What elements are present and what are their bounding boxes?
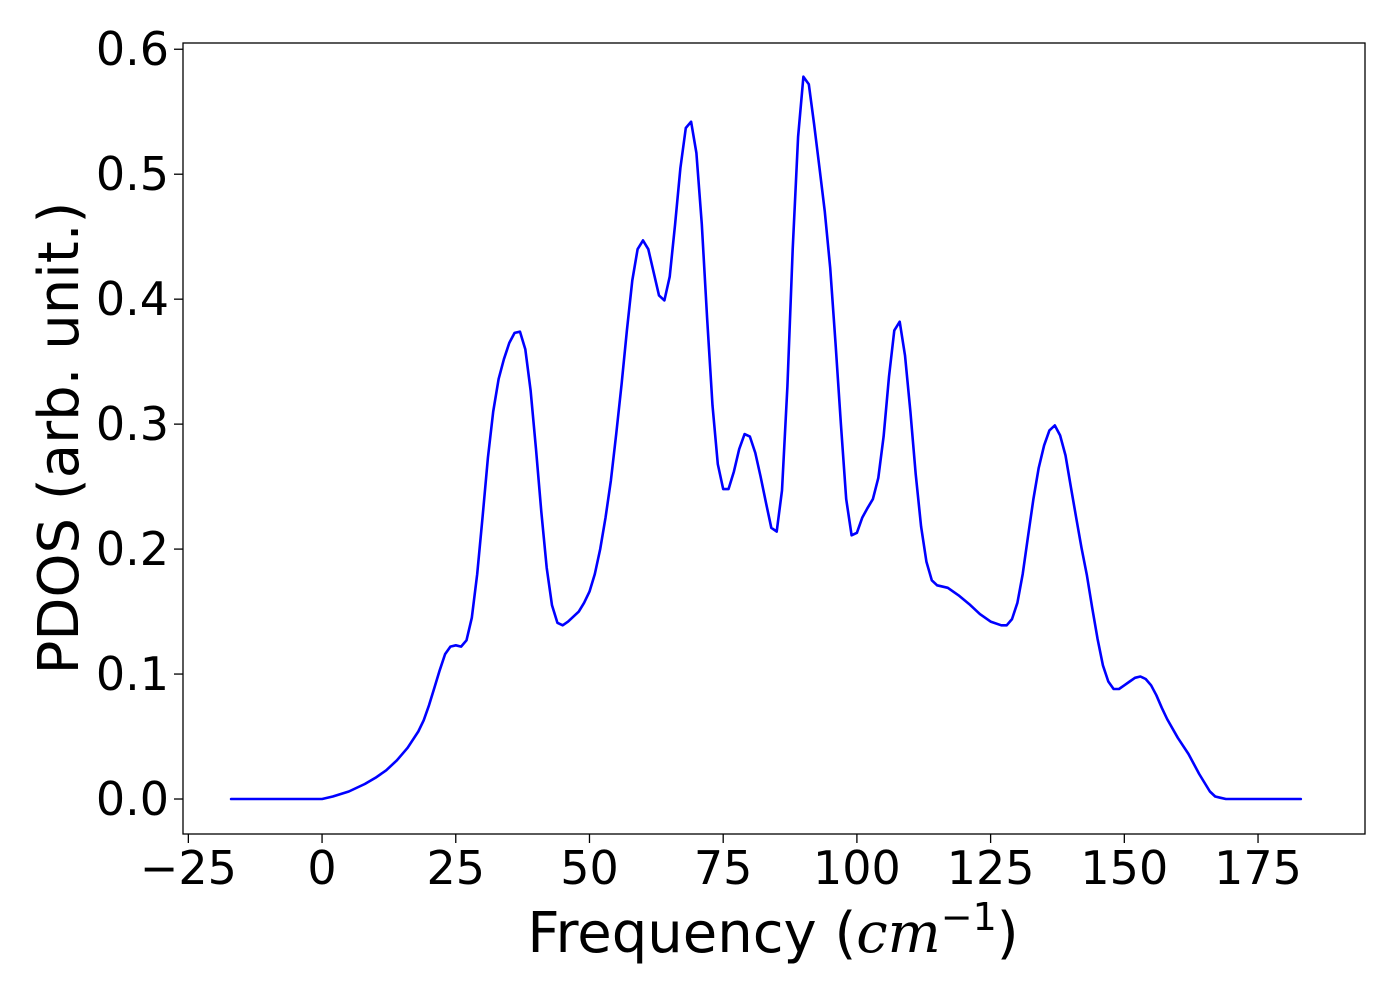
- x-axis-label-unit: cm: [856, 901, 940, 966]
- y-tick-label: 0.2: [96, 522, 169, 576]
- y-tick-label: 0.0: [96, 772, 169, 826]
- x-axis-ticks: −25 0 25 50 75 100 125 150 175: [140, 834, 1302, 895]
- y-tick-label: 0.5: [96, 147, 169, 201]
- x-axis-label-prefix: Frequency (: [527, 901, 856, 966]
- pdos-series-line: [229, 75, 1303, 801]
- x-tick-label: 150: [1080, 841, 1168, 895]
- x-tick-label: −25: [140, 841, 237, 895]
- y-tick-label: 0.4: [96, 272, 169, 326]
- x-tick-label: 50: [560, 841, 619, 895]
- y-axis-ticks: 0.0 0.1 0.2 0.3 0.4 0.5 0.6: [96, 22, 183, 826]
- x-axis-label-exponent: −1: [941, 895, 997, 939]
- plot-frame: [182, 42, 1366, 835]
- x-axis-label-suffix: ): [997, 901, 1019, 966]
- x-tick-label: 0: [307, 841, 336, 895]
- y-tick-label: 0.1: [96, 647, 169, 701]
- x-axis-label: Frequency (cm−1): [527, 895, 1018, 966]
- x-tick-label: 75: [694, 841, 753, 895]
- x-tick-label: 25: [426, 841, 485, 895]
- x-tick-label: 100: [813, 841, 901, 895]
- y-tick-label: 0.6: [96, 22, 169, 76]
- y-tick-label: 0.3: [96, 397, 169, 451]
- x-tick-label: 175: [1214, 841, 1302, 895]
- x-tick-label: 125: [947, 841, 1035, 895]
- series-layer: [229, 75, 1303, 801]
- y-axis-label: PDOS (arb. unit.): [27, 202, 92, 675]
